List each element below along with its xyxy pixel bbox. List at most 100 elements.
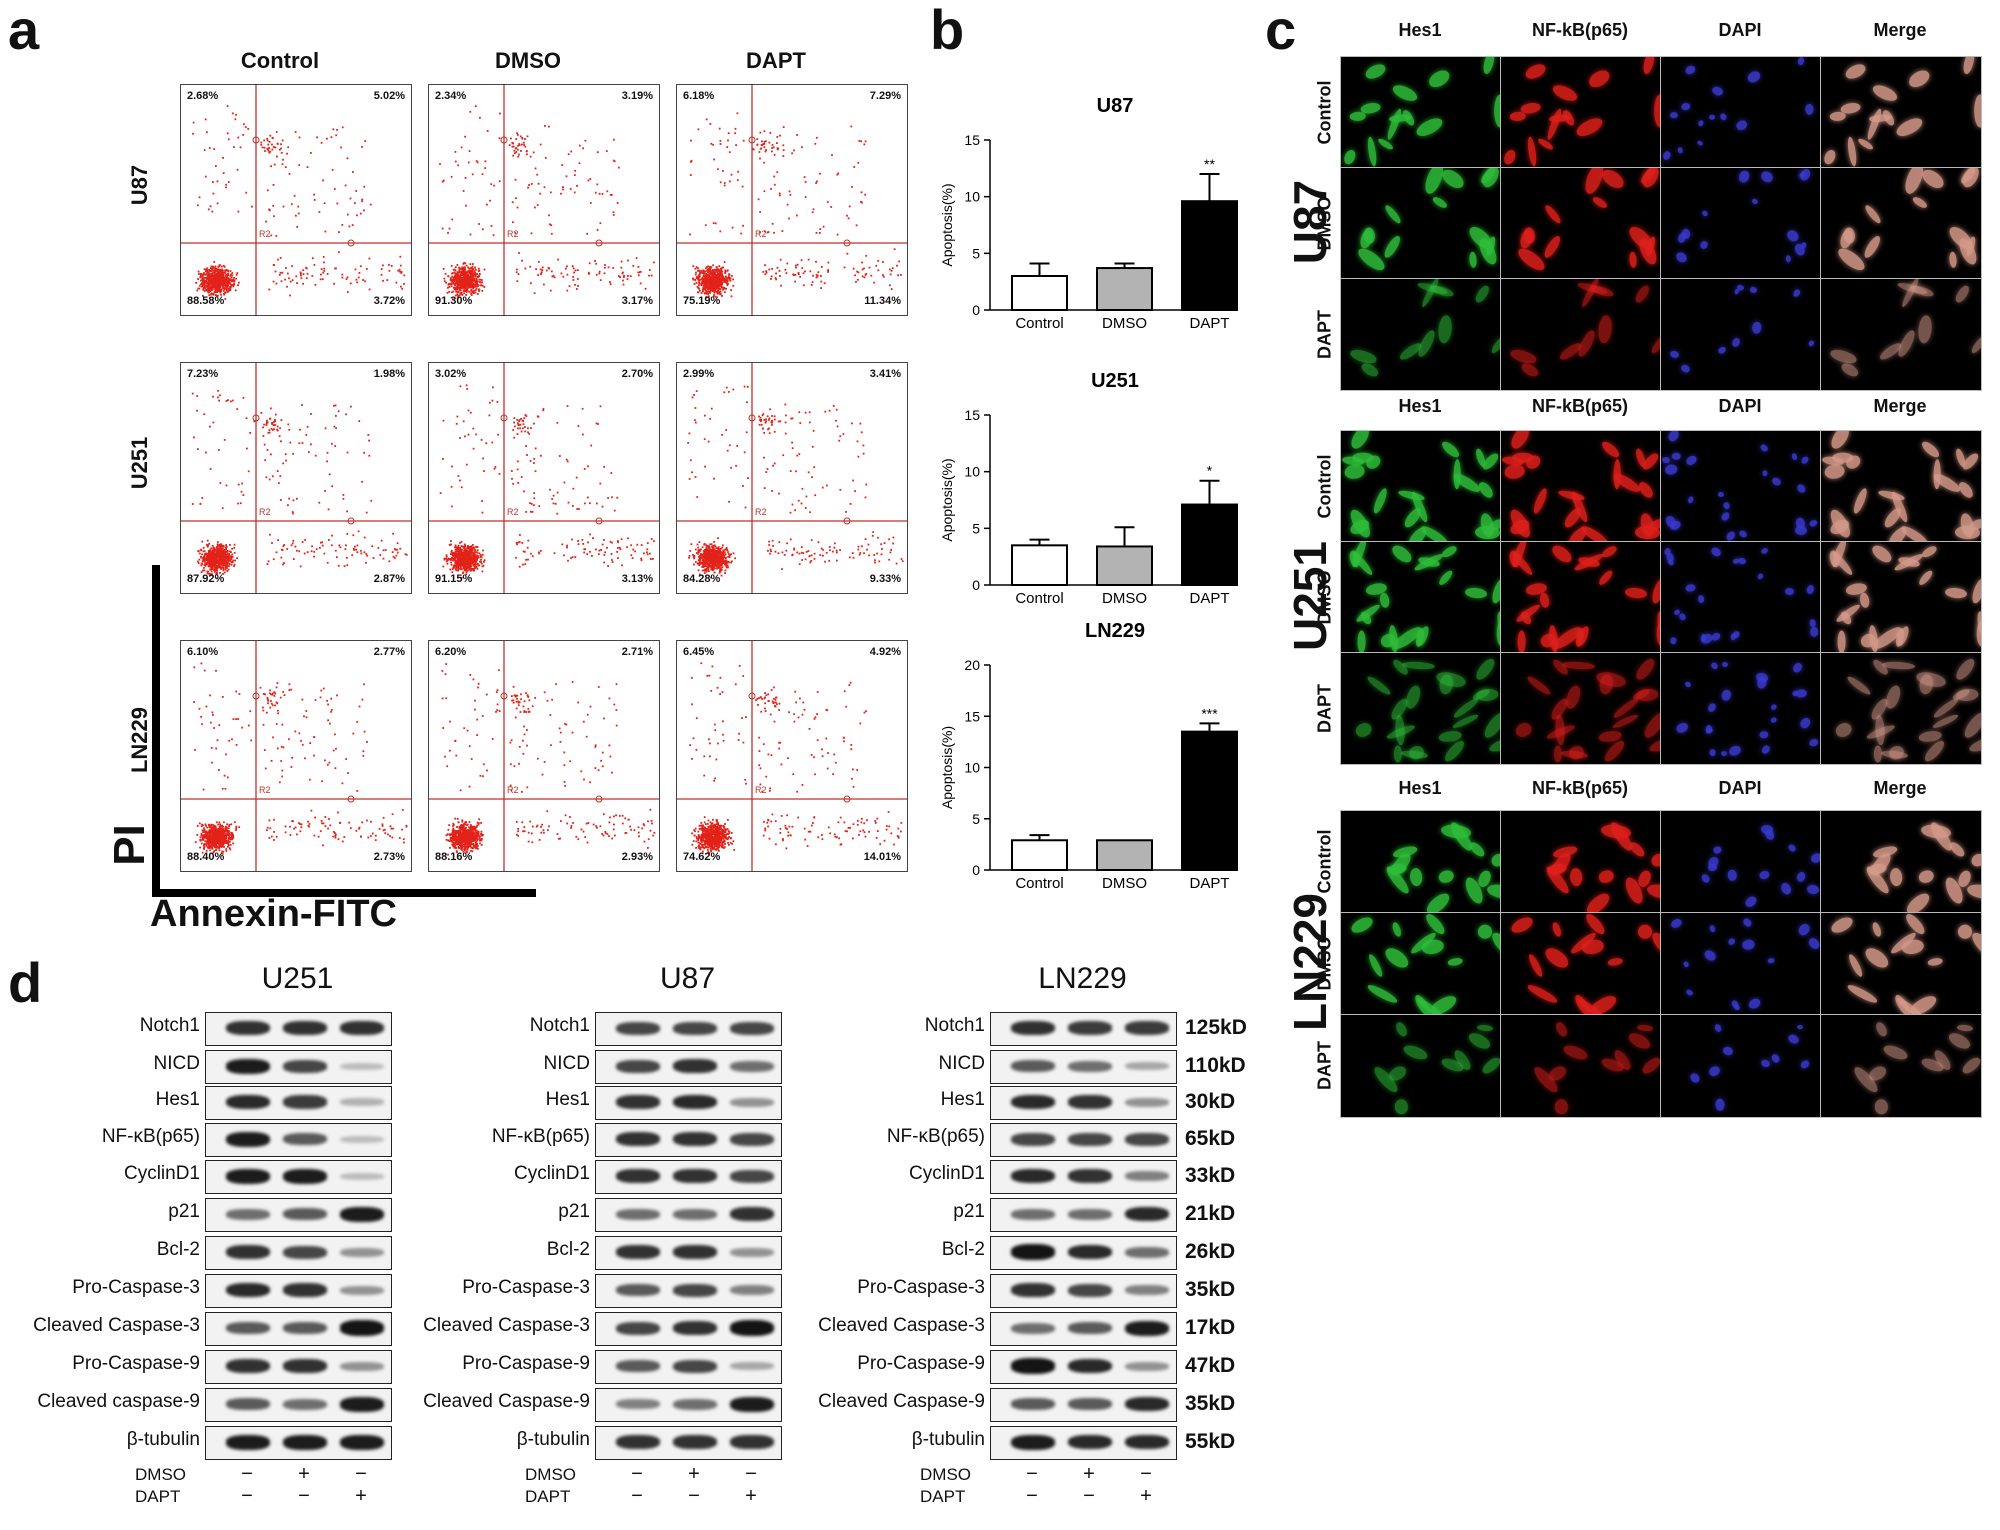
- flow-event-dot: [598, 270, 601, 273]
- flow-event-dot: [346, 276, 349, 279]
- flow-event-dot: [466, 565, 469, 568]
- flow-event-dot: [208, 565, 211, 568]
- flow-event-dot: [464, 269, 467, 271]
- flow-event-dot: [474, 281, 477, 284]
- flow-event-dot: [274, 424, 277, 426]
- flow-event-dot: [464, 262, 467, 265]
- flow-event-dot: [518, 153, 520, 156]
- flow-event-dot: [529, 155, 532, 158]
- flow-event-dot: [224, 269, 226, 272]
- flow-event-dot: [209, 425, 211, 428]
- flow-event-dot: [211, 559, 213, 562]
- flow-event-dot: [571, 556, 574, 558]
- flow-event-dot: [284, 166, 287, 168]
- gate-handle: [595, 239, 603, 247]
- flow-event-dot: [382, 557, 385, 560]
- flow-event-dot: [477, 288, 480, 291]
- flow-event-dot: [465, 566, 468, 568]
- flow-event-dot: [719, 140, 722, 142]
- flow-event-dot: [245, 191, 248, 194]
- flow-event-dot: [364, 280, 366, 283]
- flow-event-dot: [480, 281, 482, 284]
- flow-event-dot: [443, 558, 446, 561]
- flow-event-dot: [889, 284, 891, 287]
- flow-event-dot: [462, 281, 465, 283]
- flow-event-dot: [459, 288, 462, 291]
- flow-event-dot: [472, 563, 475, 566]
- flow-event-dot: [762, 143, 765, 145]
- flow-event-dot: [712, 546, 715, 549]
- flow-event-dot: [467, 280, 470, 283]
- flow-event-dot: [469, 564, 471, 567]
- flow-event-dot: [203, 413, 206, 416]
- flow-event-dot: [705, 282, 708, 285]
- flow-event-dot: [763, 161, 766, 164]
- flow-event-dot: [587, 541, 589, 544]
- flow-event-dot: [447, 283, 450, 286]
- flow-event-dot: [719, 553, 721, 556]
- flow-event-dot: [717, 550, 719, 553]
- flow-plot-u87-dmso: R2 2.34% 3.19% 91.30% 3.17%: [428, 84, 660, 316]
- flow-event-dot: [877, 269, 880, 272]
- flow-event-dot: [475, 560, 477, 563]
- flow-event-dot: [449, 557, 452, 560]
- flow-event-dot: [809, 270, 812, 273]
- flow-event-dot: [214, 567, 217, 569]
- flow-event-dot: [324, 427, 327, 430]
- flow-event-dot: [708, 545, 710, 548]
- flow-event-dot: [206, 269, 209, 272]
- flow-event-dot: [228, 555, 231, 558]
- flow-event-dot: [469, 275, 472, 278]
- flow-event-dot: [454, 552, 457, 555]
- flow-event-dot: [784, 268, 787, 271]
- flow-event-dot: [720, 568, 722, 571]
- flow-event-dot: [368, 288, 371, 291]
- flow-event-dot: [721, 546, 724, 549]
- flow-event-dot: [717, 274, 720, 277]
- flow-event-dot: [646, 551, 648, 554]
- flow-event-dot: [227, 279, 229, 281]
- flow-event-dot: [197, 562, 200, 565]
- flow-event-dot: [587, 271, 590, 274]
- flow-event-dot: [219, 275, 221, 278]
- flow-event-dot: [706, 276, 709, 278]
- flow-event-dot: [457, 164, 460, 167]
- flow-event-dot: [469, 567, 472, 570]
- flow-event-dot: [540, 271, 543, 274]
- flow-event-dot: [700, 284, 703, 286]
- flow-event-dot: [367, 434, 370, 436]
- flow-event-dot: [589, 533, 591, 536]
- flow-event-dot: [219, 546, 222, 548]
- flow-event-dot: [560, 272, 563, 275]
- flow-event-dot: [458, 560, 461, 562]
- flow-event-dot: [458, 277, 461, 280]
- flow-event-dot: [613, 138, 615, 141]
- flow-event-dot: [474, 274, 477, 277]
- flow-event-dot: [720, 275, 722, 278]
- flow-event-dot: [728, 278, 731, 281]
- flow-event-dot: [472, 279, 475, 282]
- flow-event-dot: [708, 550, 711, 552]
- flow-event-dot: [450, 551, 453, 553]
- flow-event-dot: [697, 552, 699, 555]
- flow-event-dot: [472, 284, 475, 286]
- flow-event-dot: [610, 194, 613, 196]
- flow-event-dot: [326, 561, 329, 564]
- flow-event-dot: [728, 151, 731, 154]
- flow-event-dot: [515, 147, 518, 149]
- flow-event-dot: [698, 282, 701, 285]
- flow-event-dot: [708, 288, 711, 290]
- flow-event-dot: [356, 214, 358, 217]
- flow-event-dot: [472, 282, 475, 285]
- flow-event-dot: [458, 549, 460, 552]
- flow-event-dot: [449, 568, 452, 571]
- flow-event-dot: [618, 166, 620, 169]
- flow-event-dot: [226, 549, 229, 552]
- flow-event-dot: [459, 562, 461, 565]
- flow-event-dot: [447, 557, 450, 560]
- flow-event-dot: [208, 555, 210, 557]
- flow-event-dot: [517, 422, 519, 425]
- column-header-dmso: DMSO: [495, 48, 561, 73]
- flow-event-dot: [335, 415, 337, 417]
- flow-event-dot: [524, 145, 527, 148]
